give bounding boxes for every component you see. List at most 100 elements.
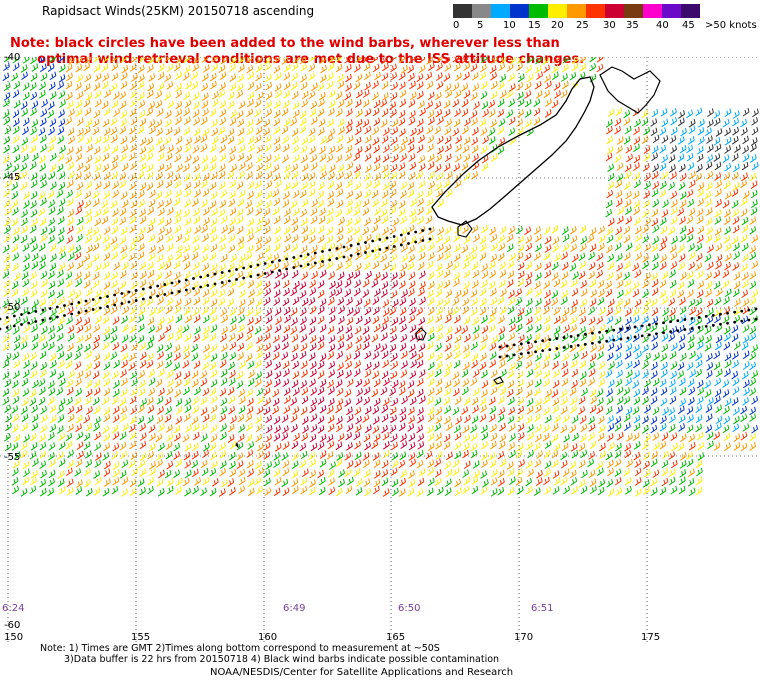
wind-barb bbox=[507, 415, 515, 425]
wind-barb bbox=[227, 269, 235, 279]
wind-barb bbox=[281, 333, 289, 343]
wind-barb bbox=[463, 117, 471, 127]
wind-barb bbox=[327, 180, 335, 190]
wind-barb bbox=[544, 270, 552, 279]
wind-barb bbox=[245, 252, 253, 261]
wind-barb bbox=[686, 424, 694, 434]
wind-barb bbox=[427, 252, 435, 261]
wind-barb bbox=[39, 478, 47, 488]
wind-barb bbox=[274, 370, 282, 380]
wind-barb bbox=[86, 406, 93, 415]
contamination-dot bbox=[321, 260, 324, 263]
wind-barb bbox=[173, 425, 181, 434]
wind-barb bbox=[344, 388, 352, 398]
wind-barb bbox=[230, 253, 237, 263]
wind-barb bbox=[111, 99, 119, 109]
contamination-dot bbox=[569, 345, 573, 348]
wind-barb bbox=[210, 298, 218, 307]
wind-barb bbox=[596, 252, 604, 262]
wind-barb bbox=[724, 442, 731, 452]
wind-barb bbox=[643, 126, 651, 136]
wind-barb bbox=[355, 396, 363, 405]
wind-barb bbox=[437, 146, 444, 155]
wind-barb bbox=[246, 57, 253, 63]
wind-barb bbox=[300, 81, 308, 91]
wind-barb bbox=[362, 289, 370, 298]
wind-barb bbox=[625, 343, 633, 352]
wind-barb bbox=[488, 324, 496, 333]
wind-barb bbox=[471, 415, 479, 424]
wind-barb bbox=[273, 136, 281, 145]
wind-barb bbox=[452, 388, 460, 397]
wind-barb bbox=[95, 181, 102, 190]
wind-barb bbox=[245, 269, 253, 279]
wind-barb bbox=[669, 386, 677, 396]
wind-barb bbox=[49, 152, 57, 162]
wind-barb bbox=[650, 370, 658, 379]
wind-barb bbox=[598, 225, 605, 235]
wind-barb bbox=[391, 280, 399, 289]
wind-barb bbox=[75, 486, 83, 495]
wind-barb bbox=[247, 218, 255, 227]
wind-barb bbox=[527, 449, 534, 459]
wind-barb bbox=[488, 109, 496, 118]
wind-barb bbox=[742, 298, 750, 307]
wind-barb bbox=[246, 64, 254, 74]
wind-barb bbox=[552, 405, 559, 414]
wind-barb bbox=[120, 406, 128, 415]
wind-barb bbox=[399, 89, 407, 98]
wind-barb bbox=[256, 387, 264, 397]
wind-barb bbox=[39, 173, 47, 182]
wind-barb bbox=[184, 188, 192, 198]
wind-barb bbox=[380, 98, 388, 108]
wind-barb bbox=[363, 478, 371, 488]
wind-barb bbox=[83, 253, 91, 263]
wind-barb bbox=[688, 442, 696, 451]
wind-barb bbox=[679, 386, 687, 396]
wind-barb bbox=[192, 423, 200, 432]
wind-barb bbox=[38, 127, 46, 136]
wind-barb bbox=[749, 351, 757, 361]
wind-barb bbox=[238, 388, 245, 398]
wind-barb bbox=[670, 251, 678, 261]
wind-barb bbox=[281, 432, 289, 441]
wind-barb bbox=[66, 91, 73, 101]
wind-barb bbox=[623, 234, 631, 244]
wind-barb bbox=[623, 468, 630, 477]
wind-barb bbox=[381, 72, 389, 82]
wind-barb bbox=[49, 404, 57, 414]
wind-barb bbox=[326, 207, 334, 217]
wind-barb bbox=[380, 208, 388, 218]
wind-barb bbox=[443, 269, 451, 279]
wind-barb bbox=[706, 431, 714, 441]
wind-barb bbox=[182, 434, 190, 443]
wind-barb bbox=[131, 467, 138, 477]
wind-barb bbox=[335, 458, 343, 467]
wind-barb bbox=[670, 126, 678, 136]
wind-barb bbox=[290, 117, 298, 127]
wind-barb bbox=[534, 433, 542, 443]
wind-barb bbox=[625, 406, 633, 416]
wind-barb bbox=[669, 164, 676, 173]
wind-barb bbox=[138, 289, 146, 299]
wind-barb bbox=[398, 71, 406, 81]
wind-barb bbox=[533, 387, 541, 397]
contamination-dot bbox=[70, 302, 74, 306]
wind-barb bbox=[409, 298, 416, 307]
wind-barb bbox=[525, 287, 533, 296]
wind-barb bbox=[317, 386, 325, 396]
wind-barb bbox=[508, 83, 516, 92]
wind-barb bbox=[742, 361, 750, 370]
wind-barb bbox=[120, 377, 128, 387]
wind-barb bbox=[23, 468, 30, 478]
wind-barb bbox=[282, 100, 290, 109]
wind-barb bbox=[353, 431, 361, 441]
wind-barb bbox=[211, 119, 218, 128]
wind-barb bbox=[236, 380, 244, 389]
wind-barb bbox=[635, 351, 642, 360]
wind-barb bbox=[319, 324, 327, 333]
wind-barb bbox=[140, 398, 147, 407]
wind-barb bbox=[49, 71, 57, 81]
wind-barb bbox=[427, 109, 435, 119]
wind-barb bbox=[381, 108, 389, 118]
